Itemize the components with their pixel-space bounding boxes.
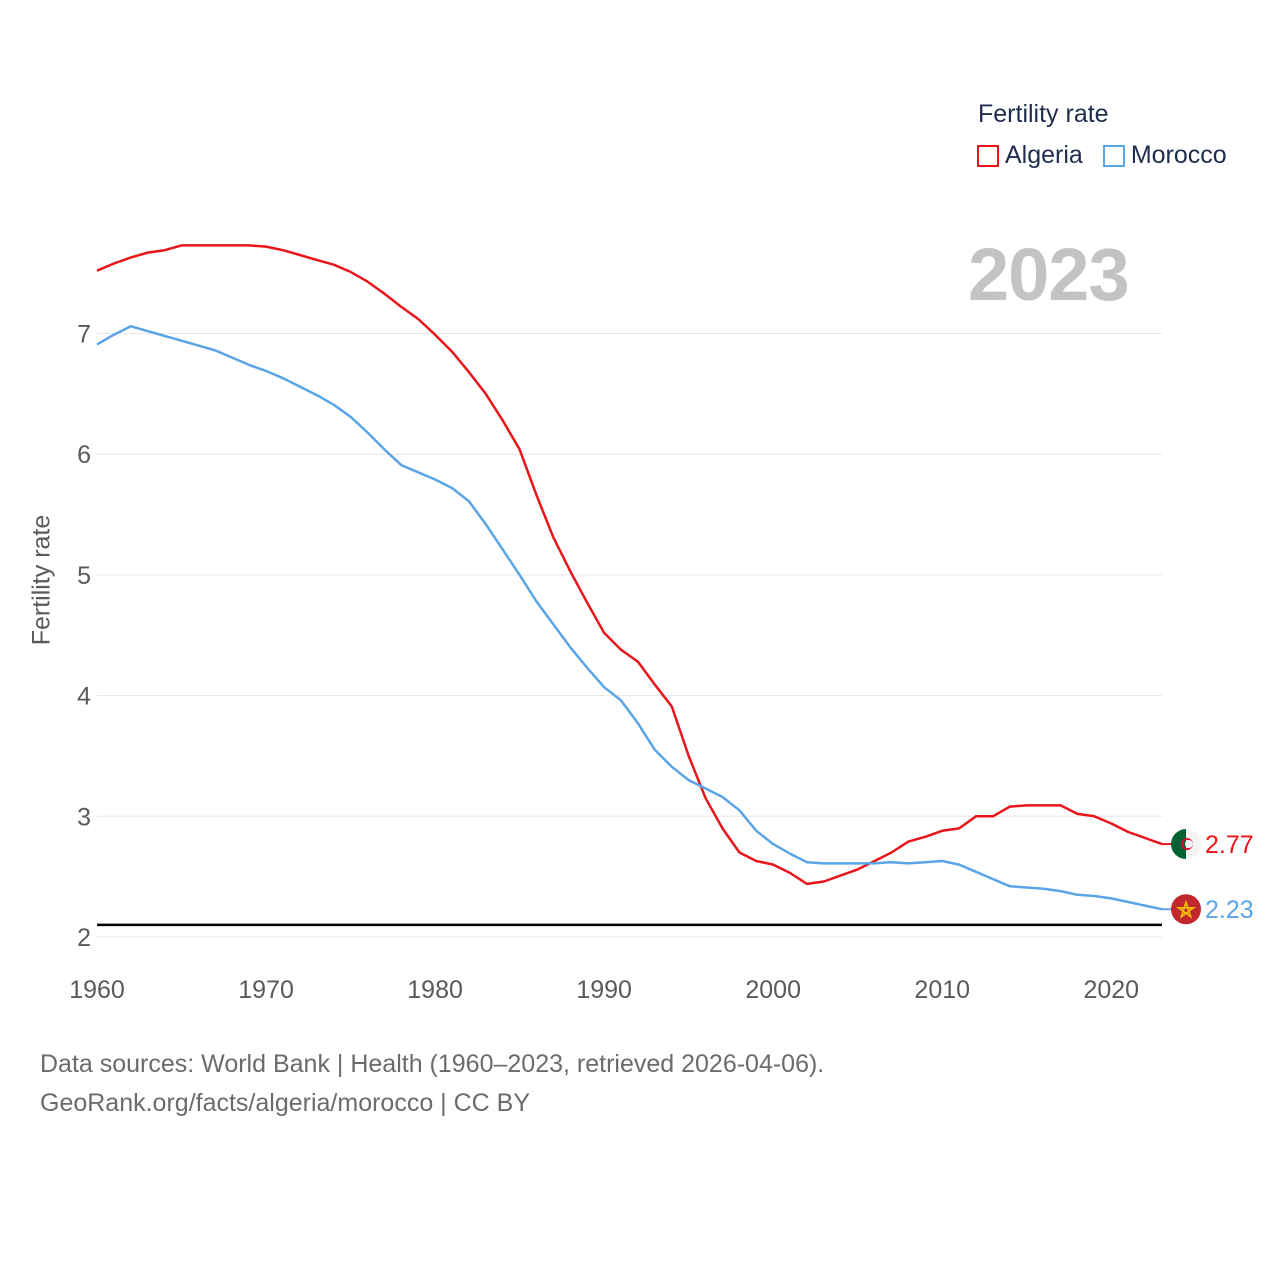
x-tick-label-1980: 1980	[407, 976, 463, 1004]
x-tick-label-2010: 2010	[914, 976, 970, 1004]
x-tick-label-1970: 1970	[238, 976, 294, 1004]
y-axis-label: Fertility rate	[27, 514, 56, 646]
series-line-algeria	[96, 244, 1163, 886]
algeria-flag-icon	[1171, 829, 1201, 860]
legend-item-morocco[interactable]: Morocco	[1102, 141, 1227, 170]
legend-label-morocco: Morocco	[1130, 141, 1227, 169]
x-axis-ticks: 1960 1970 1980 1990 2000 2010 2020	[69, 976, 1139, 1004]
legend-swatch-morocco	[1102, 144, 1125, 167]
y-axis-ticks: 2 3 4 5 6 7	[77, 321, 91, 953]
y-tick-label-7: 7	[77, 321, 91, 349]
x-tick-label-1990: 1990	[576, 976, 632, 1004]
legend-title: Fertility rate	[978, 100, 1109, 128]
grid-lines	[97, 333, 1162, 938]
y-tick-label-2: 2	[77, 924, 91, 952]
x-tick-label-2000: 2000	[745, 976, 801, 1004]
series-end-markers: 2.77 2.23	[1162, 829, 1254, 925]
source-note: Data sources: World Bank | Health (1960–…	[40, 1045, 824, 1123]
x-tick-label-1960: 1960	[69, 976, 125, 1004]
y-tick-label-4: 4	[77, 683, 91, 711]
end-value-label-algeria: 2.77	[1205, 831, 1254, 859]
year-label: 2023	[968, 233, 1130, 316]
series-line-morocco	[96, 325, 1163, 911]
legend: Algeria Morocco	[977, 141, 1247, 170]
y-tick-label-3: 3	[77, 803, 91, 831]
legend-label-algeria: Algeria	[1005, 141, 1083, 169]
x-tick-label-2020: 2020	[1083, 976, 1139, 1004]
legend-item-algeria[interactable]: Algeria	[977, 141, 1083, 170]
series-lines	[96, 244, 1163, 911]
source-line-1: Data sources: World Bank | Health (1960–…	[40, 1050, 825, 1078]
y-tick-label-5: 5	[77, 562, 91, 590]
y-tick-label-6: 6	[77, 441, 91, 469]
morocco-flag-icon	[1171, 894, 1201, 925]
source-line-2[interactable]: GeoRank.org/facts/algeria/morocco | CC B…	[40, 1089, 531, 1117]
legend-swatch-algeria	[977, 144, 999, 167]
end-value-label-morocco: 2.23	[1205, 896, 1254, 924]
